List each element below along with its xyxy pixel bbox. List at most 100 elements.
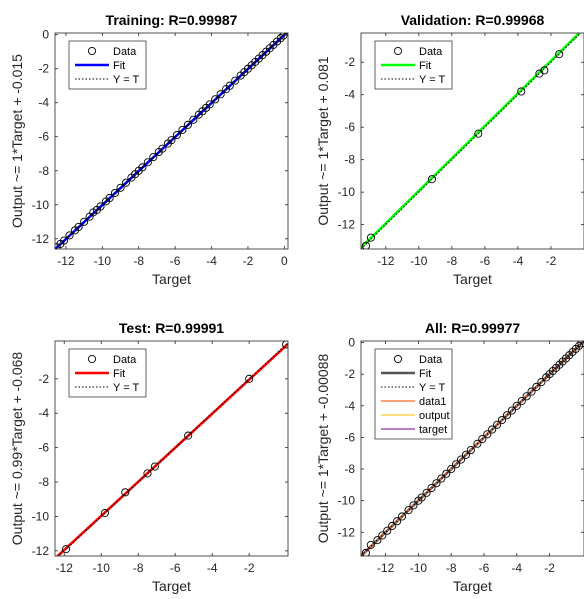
fit-line bbox=[361, 33, 582, 249]
data-point bbox=[231, 76, 240, 85]
data-point bbox=[383, 526, 392, 535]
data-point bbox=[488, 425, 497, 434]
data-point bbox=[397, 512, 407, 521]
x-tick-label: -10 bbox=[93, 561, 111, 575]
y-tick-label: -2 bbox=[344, 55, 355, 69]
x-tick-label: -2 bbox=[544, 561, 555, 575]
data-point bbox=[143, 158, 152, 167]
data-point bbox=[461, 450, 470, 459]
x-tick-label: -2 bbox=[244, 561, 255, 575]
x-tick-label: -8 bbox=[133, 561, 144, 575]
axes-box bbox=[54, 32, 289, 250]
legend-marker-data bbox=[87, 46, 97, 56]
data-point bbox=[497, 415, 507, 425]
legend-label: Fit bbox=[113, 368, 125, 380]
plot-content bbox=[55, 33, 288, 249]
data-point bbox=[60, 236, 69, 245]
chart-title: Test: R=0.99991 bbox=[119, 320, 224, 336]
x-axis-label: Target bbox=[453, 271, 492, 287]
legend-label: Fit bbox=[419, 368, 431, 380]
x-tick-label: -6 bbox=[480, 254, 491, 268]
data-point bbox=[522, 392, 531, 401]
x-tick-label: -2 bbox=[243, 254, 254, 268]
x-tick-label: -6 bbox=[170, 254, 181, 268]
data-point bbox=[473, 439, 482, 448]
legend-label: target bbox=[419, 424, 447, 436]
data-point bbox=[388, 521, 397, 531]
data-point bbox=[121, 488, 130, 497]
legend-label: Y = T bbox=[419, 382, 445, 394]
data-point bbox=[366, 540, 375, 549]
data-point bbox=[432, 479, 441, 488]
data-point bbox=[540, 66, 549, 75]
y-tick-label: 0 bbox=[348, 336, 355, 350]
legend: Data Fit Y = T data1 output target bbox=[374, 348, 453, 440]
data-point bbox=[452, 460, 461, 469]
y-tick-label: -12 bbox=[32, 544, 50, 558]
legend-label: Data bbox=[113, 46, 137, 58]
x-axis-label: Target bbox=[152, 578, 191, 594]
legend: Data Fit Y = T bbox=[68, 348, 147, 398]
y-tick-label: -2 bbox=[38, 372, 49, 386]
data-point bbox=[361, 548, 370, 556]
legend-label: Data bbox=[419, 354, 443, 366]
data-point bbox=[105, 193, 114, 203]
data-point bbox=[507, 406, 516, 415]
data-point bbox=[555, 50, 564, 59]
data-point bbox=[517, 397, 526, 406]
y-axis-label: Output ~= 1*Target + -0.015 bbox=[9, 54, 25, 228]
y-equals-t-line bbox=[55, 33, 287, 249]
y-axis-label: Output ~= 0.99*Target + -0.068 bbox=[9, 352, 25, 546]
plot-content bbox=[361, 33, 582, 249]
y-equals-t-line bbox=[361, 341, 584, 556]
data-point bbox=[404, 506, 413, 515]
data-point bbox=[205, 100, 214, 109]
legend-label: Fit bbox=[113, 60, 125, 72]
data-point bbox=[216, 90, 225, 99]
data-point bbox=[422, 488, 431, 497]
data-point bbox=[158, 144, 167, 153]
data-point bbox=[474, 129, 483, 138]
chart-title: Training: R=0.99987 bbox=[106, 12, 238, 28]
data-point bbox=[502, 411, 511, 420]
x-tick-label: -12 bbox=[57, 254, 75, 268]
data-point bbox=[172, 130, 182, 140]
y-tick-label: -12 bbox=[338, 525, 356, 539]
axes-box bbox=[360, 32, 584, 250]
y-equals-t-line bbox=[57, 342, 288, 556]
x-axis-label: Target bbox=[152, 271, 191, 287]
data-point bbox=[493, 420, 502, 429]
data-point bbox=[442, 469, 451, 478]
data-point bbox=[167, 136, 176, 145]
x-tick-label: -8 bbox=[133, 254, 144, 268]
y-axis-label: Output ~= 1*Target + 0.081 bbox=[315, 56, 331, 226]
legend-marker-data bbox=[393, 46, 403, 56]
legend-label: Data bbox=[113, 354, 137, 366]
plot-content bbox=[361, 341, 584, 556]
data-point bbox=[361, 241, 371, 249]
legend-box bbox=[374, 348, 453, 440]
x-tick-label: -2 bbox=[546, 254, 557, 268]
data-point bbox=[437, 474, 446, 483]
data-point bbox=[483, 430, 492, 439]
chart-panel-4: -12 -10 -8 -6 -4 -2 0 -2 -4 -6 -8 -10 -12 All: R=0.99… bbox=[315, 320, 584, 594]
data-point bbox=[282, 341, 288, 349]
y-tick-label: -4 bbox=[344, 88, 355, 102]
x-tick-label: -4 bbox=[513, 254, 524, 268]
y-axis-label: Output ~= 1*Target + -0.00088 bbox=[315, 354, 331, 544]
data-point bbox=[409, 501, 418, 510]
x-tick-label: -6 bbox=[479, 561, 490, 575]
data-point bbox=[517, 87, 526, 96]
x-tick-label: -12 bbox=[377, 254, 395, 268]
y-tick-label: -10 bbox=[32, 509, 50, 523]
legend-marker-data bbox=[87, 354, 97, 364]
y-tick-label: -10 bbox=[338, 185, 356, 199]
data-point bbox=[466, 446, 475, 455]
data-point bbox=[456, 455, 466, 464]
x-tick-label: -6 bbox=[170, 561, 181, 575]
legend-label: Y = T bbox=[419, 74, 445, 86]
data-point bbox=[537, 378, 546, 387]
legend-label: Fit bbox=[419, 60, 431, 72]
data-point bbox=[184, 431, 193, 440]
data-point bbox=[373, 536, 382, 545]
